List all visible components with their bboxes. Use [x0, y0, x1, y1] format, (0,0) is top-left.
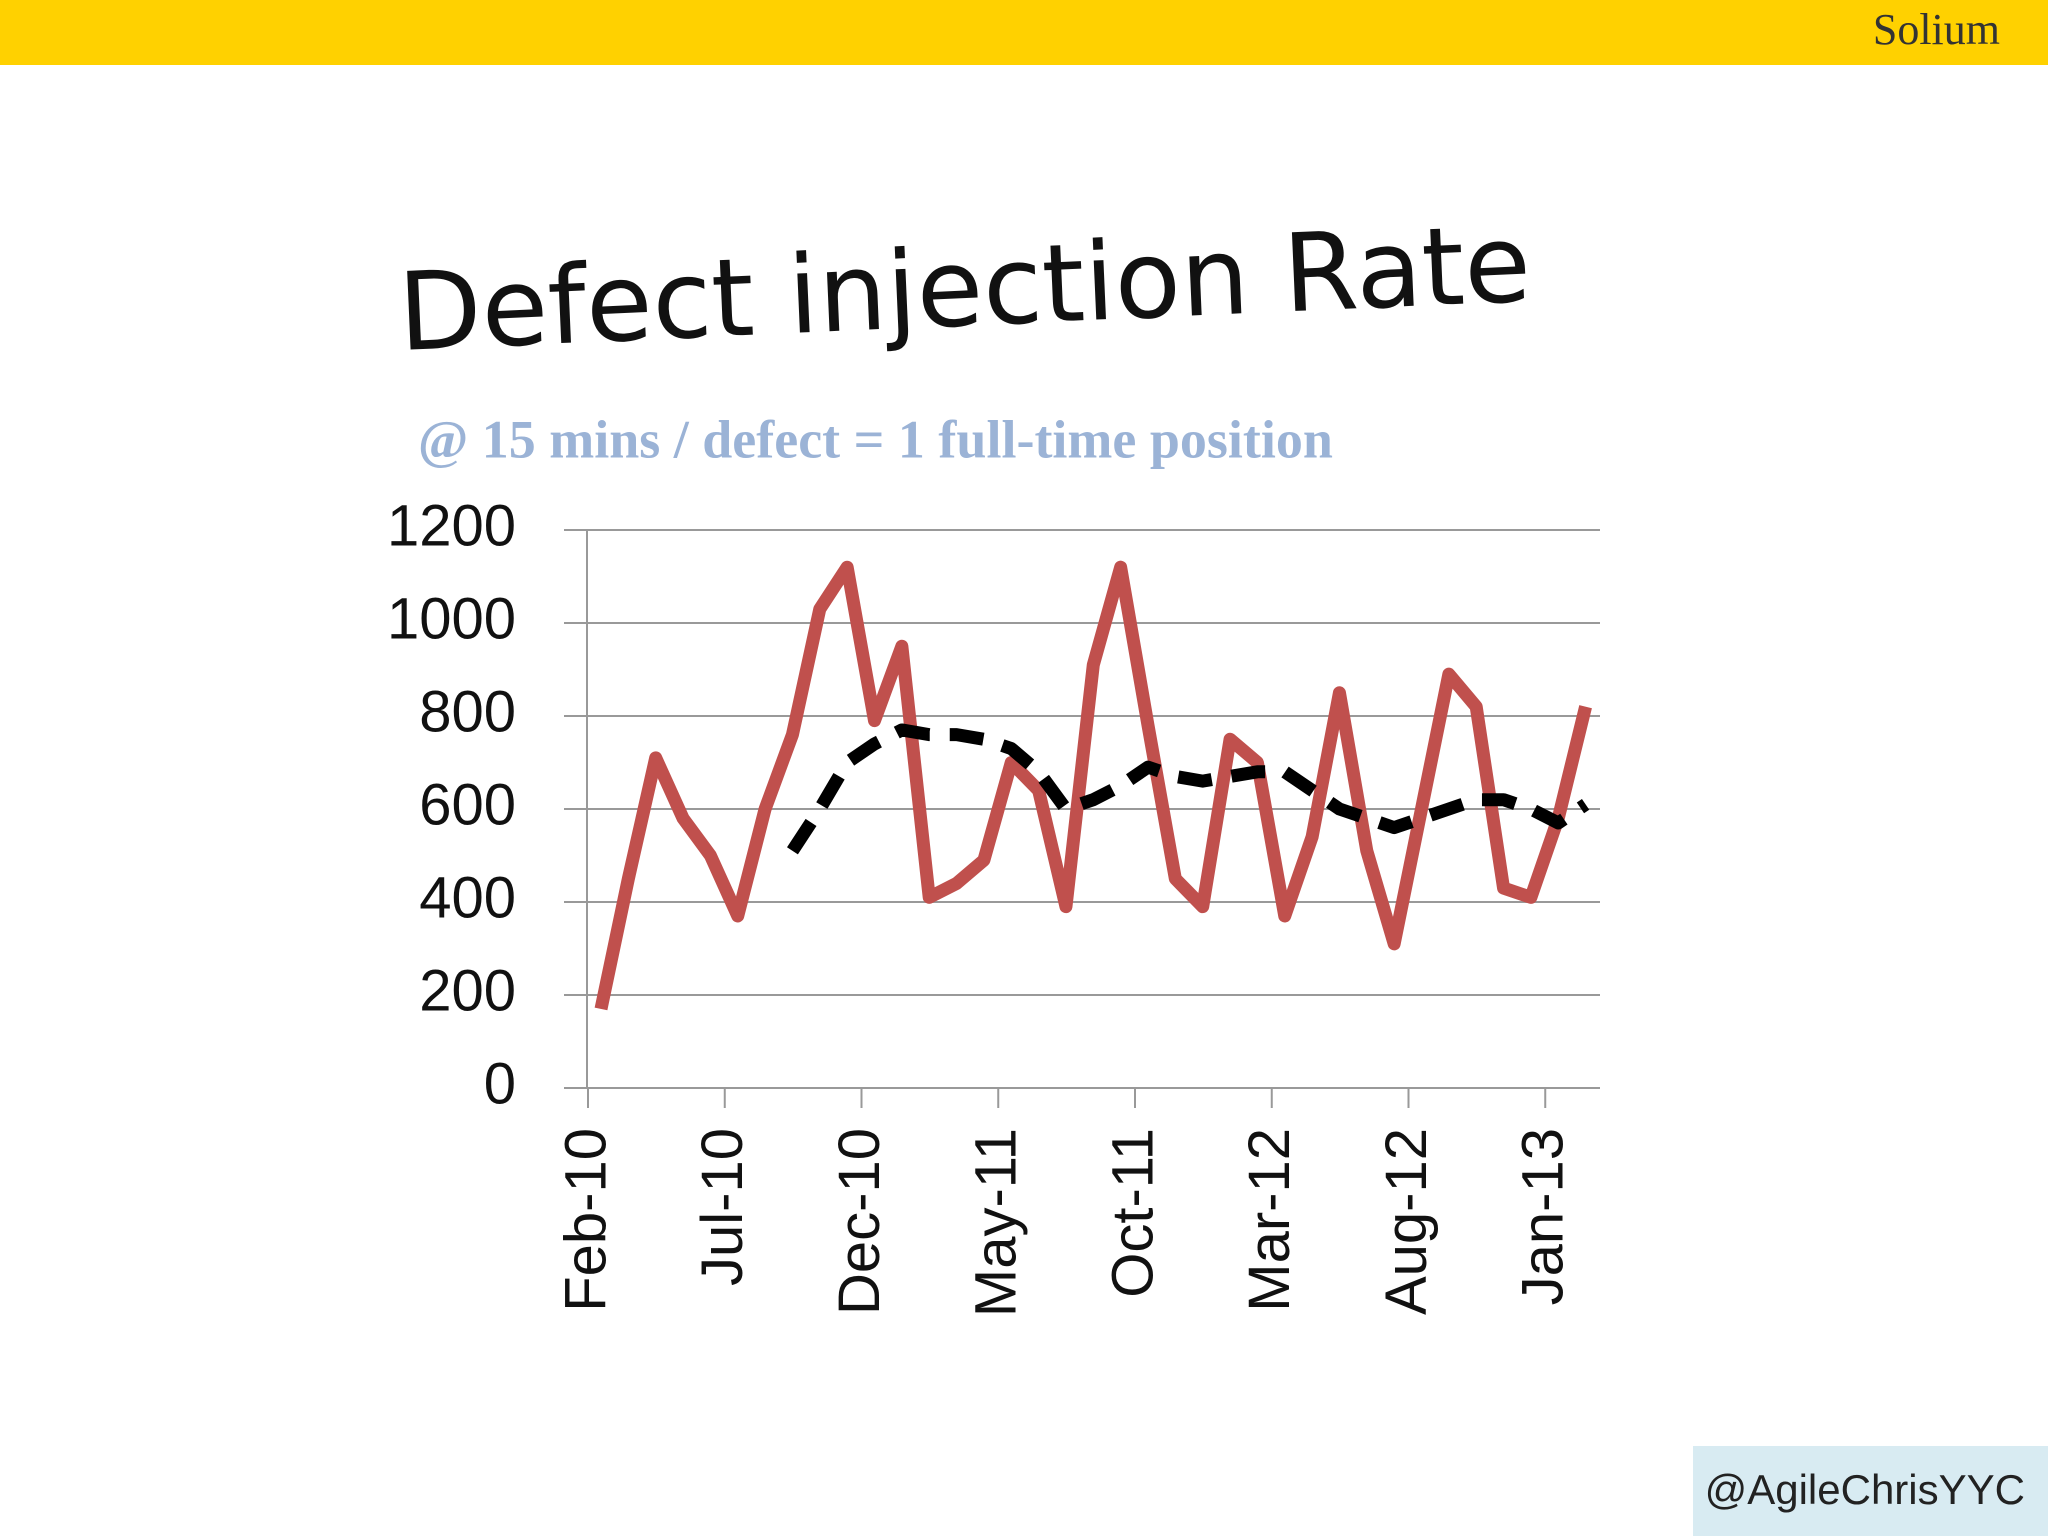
- y-tick-label: 1000: [387, 586, 516, 651]
- y-tick-label: 400: [419, 865, 516, 930]
- footer-handle: @AgileChrisYYC: [1705, 1466, 2025, 1513]
- y-tick-label: 800: [419, 679, 516, 744]
- x-tick-label: Mar-12: [1237, 1128, 1302, 1312]
- x-tick-label: Aug-12: [1374, 1128, 1439, 1315]
- trend-line: [787, 723, 1590, 855]
- footer-box: [1693, 1446, 2048, 1536]
- x-tick-label: Dec-10: [827, 1128, 892, 1315]
- plot: 0 200 400 600 800 1000 1200 Feb-10 Jul-10 Dec-10 M…: [387, 493, 1600, 1317]
- chart-subtitle: @ 15 mins / defect = 1 full-time positio…: [418, 409, 1333, 469]
- x-tick-label: Jan-13: [1511, 1128, 1576, 1305]
- x-tick-label: Oct-11: [1100, 1128, 1165, 1298]
- x-tick-label: Feb-10: [553, 1128, 618, 1312]
- y-tick-label: 200: [419, 958, 516, 1023]
- y-tick-label: 600: [419, 772, 516, 837]
- y-tick-label: 0: [484, 1051, 516, 1116]
- y-tick-label: 1200: [387, 493, 516, 558]
- brand: Solium: [1873, 5, 2000, 54]
- chart-title: Defect injection Rate: [396, 202, 1534, 376]
- x-tick-label: May-11: [964, 1128, 1029, 1317]
- x-tick-label: Jul-10: [690, 1128, 755, 1286]
- data-line: [594, 560, 1592, 1011]
- header-bar: [0, 0, 2048, 65]
